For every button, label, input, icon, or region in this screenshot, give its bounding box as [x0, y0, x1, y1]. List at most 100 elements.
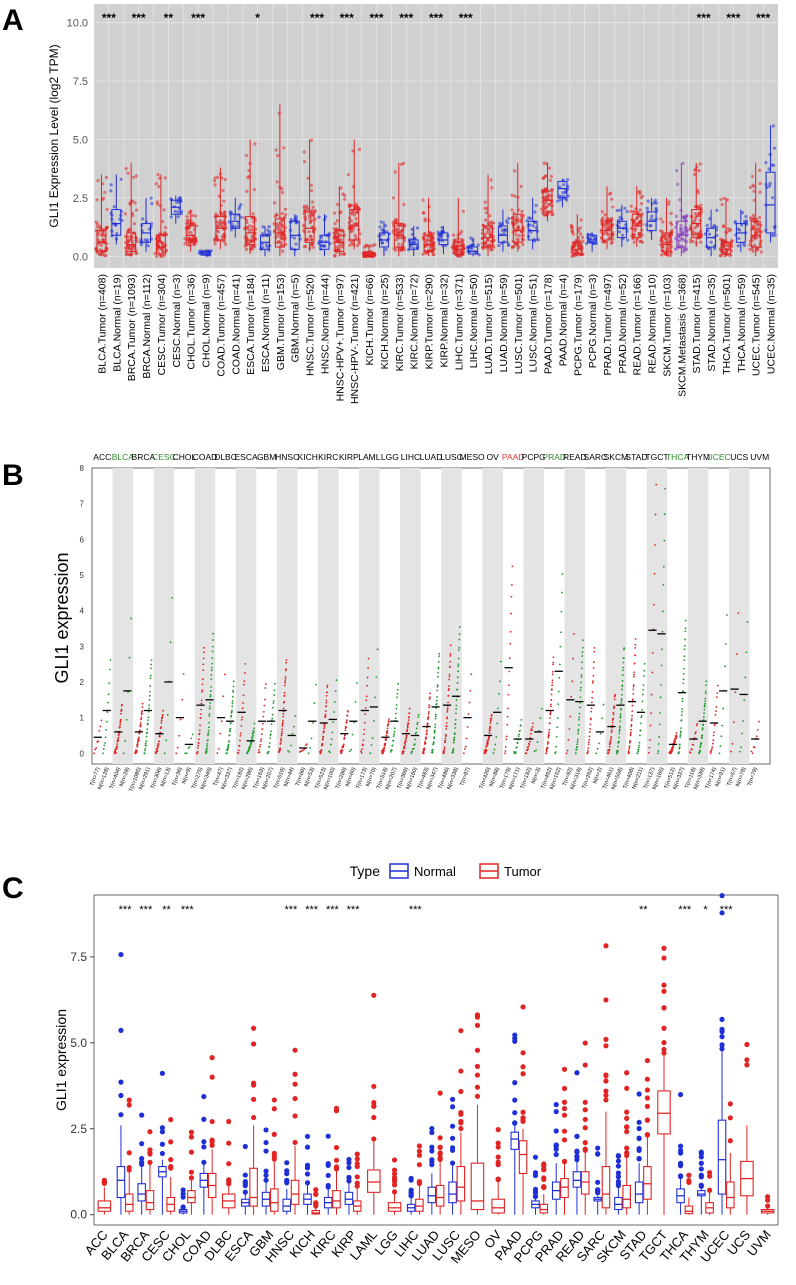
- a-data-point: [548, 178, 553, 182]
- a-data-point: [484, 211, 489, 215]
- a-data-point: [707, 232, 712, 236]
- b-data-point: [250, 741, 253, 743]
- b-band: [441, 468, 462, 764]
- a-data-point: [185, 214, 189, 219]
- b-data-point: [427, 711, 430, 713]
- b-data-point: [444, 735, 447, 738]
- c-outlier: [495, 1140, 501, 1146]
- b-data-point: [529, 737, 532, 739]
- c-outlier: [541, 1184, 547, 1190]
- b-cancer-label: COAD: [193, 452, 218, 462]
- b-data-point: [230, 710, 233, 713]
- b-data-point: [485, 749, 488, 752]
- b-data-point: [384, 744, 387, 747]
- b-data-point: [156, 750, 159, 753]
- b-data-point: [609, 741, 612, 743]
- b-data-point: [212, 632, 215, 635]
- a-box: [572, 241, 583, 255]
- a-significance-label: ***: [429, 11, 443, 25]
- b-data-point: [681, 708, 684, 710]
- b-data-point: [290, 744, 292, 747]
- b-data-point: [230, 714, 233, 717]
- a-box: [750, 220, 761, 248]
- b-data-point: [269, 733, 272, 736]
- b-data-point: [489, 729, 492, 732]
- b-data-point: [703, 712, 705, 714]
- a-data-point: [358, 232, 362, 236]
- b-data-point: [201, 690, 203, 693]
- b-data-point: [130, 617, 132, 620]
- a-box: [542, 190, 553, 213]
- a-x-tick-label: BLCA.Tumor (n=408): [96, 274, 108, 374]
- b-data-point: [454, 718, 457, 721]
- b-data-point: [558, 676, 561, 679]
- c-outlier: [304, 1133, 311, 1140]
- c-outlier: [159, 1125, 165, 1131]
- b-data-point: [689, 751, 692, 754]
- panel-c-chart: Type Normal Tumor *** *** ** *** *** *** *** **…: [53, 863, 779, 1266]
- b-data-point: [702, 716, 705, 718]
- b-data-point: [166, 713, 169, 716]
- a-data-point: [764, 160, 768, 165]
- a-data-point: [233, 216, 237, 221]
- c-outlier: [180, 1205, 186, 1211]
- b-sample-size-label: T(n=182): [520, 766, 533, 789]
- b-data-point: [268, 742, 271, 744]
- b-data-point: [147, 716, 150, 719]
- b-data-point: [321, 742, 324, 745]
- b-data-point: [284, 681, 286, 684]
- b-cancer-label: ACC: [93, 452, 111, 462]
- b-data-point: [587, 749, 589, 752]
- b-data-point: [429, 692, 432, 695]
- b-data-point: [178, 734, 181, 737]
- a-data-point: [753, 226, 757, 230]
- b-cancer-label: KICH: [298, 452, 318, 462]
- a-data-point: [194, 214, 198, 218]
- b-data-point: [285, 661, 288, 664]
- b-data-point: [579, 689, 582, 692]
- a-data-point: [332, 211, 337, 215]
- b-data-point: [701, 734, 704, 737]
- b-data-point: [733, 721, 735, 724]
- a-data-point: [670, 228, 674, 232]
- b-band: [153, 468, 175, 764]
- a-data-point: [335, 219, 340, 223]
- a-data-point: [427, 204, 431, 209]
- a-data-point: [593, 236, 597, 241]
- b-data-point: [618, 736, 620, 739]
- b-data-point: [408, 716, 410, 719]
- a-data-point: [358, 147, 362, 152]
- a-data-point: [520, 209, 524, 214]
- a-x-tick-label: LIHC.Normal (n=50): [468, 274, 480, 368]
- c-outlier: [391, 1171, 398, 1177]
- c-outlier: [188, 1169, 195, 1175]
- b-data-point: [678, 746, 681, 748]
- b-data-point: [712, 739, 715, 742]
- b-data-point: [616, 749, 619, 752]
- c-significance-label: ***: [139, 904, 153, 916]
- b-data-point: [391, 744, 394, 747]
- a-data-point: [96, 179, 100, 183]
- b-data-point: [591, 682, 594, 684]
- a-data-point: [413, 241, 417, 245]
- b-data-point: [620, 708, 622, 710]
- b-data-point: [578, 712, 581, 715]
- c-outlier: [263, 1168, 269, 1174]
- c-outlier: [595, 1190, 601, 1196]
- c-outlier: [624, 1085, 630, 1091]
- c-outlier: [561, 1105, 568, 1112]
- b-data-point: [117, 738, 119, 741]
- a-data-point: [767, 167, 771, 171]
- c-outlier: [615, 1181, 622, 1187]
- b-data-point: [230, 715, 232, 718]
- a-data-point: [134, 208, 139, 212]
- a-data-point: [213, 242, 217, 246]
- a-x-tick-label: ESCA.Normal (n=11): [260, 274, 272, 372]
- b-data-point: [613, 705, 616, 707]
- c-outlier: [520, 1064, 526, 1070]
- b-data-point: [309, 747, 311, 749]
- a-x-tick-label: KIRC.Tumor (n=533): [394, 274, 406, 371]
- a-data-point: [743, 219, 747, 224]
- c-outlier: [512, 1080, 518, 1086]
- a-data-point: [267, 224, 271, 229]
